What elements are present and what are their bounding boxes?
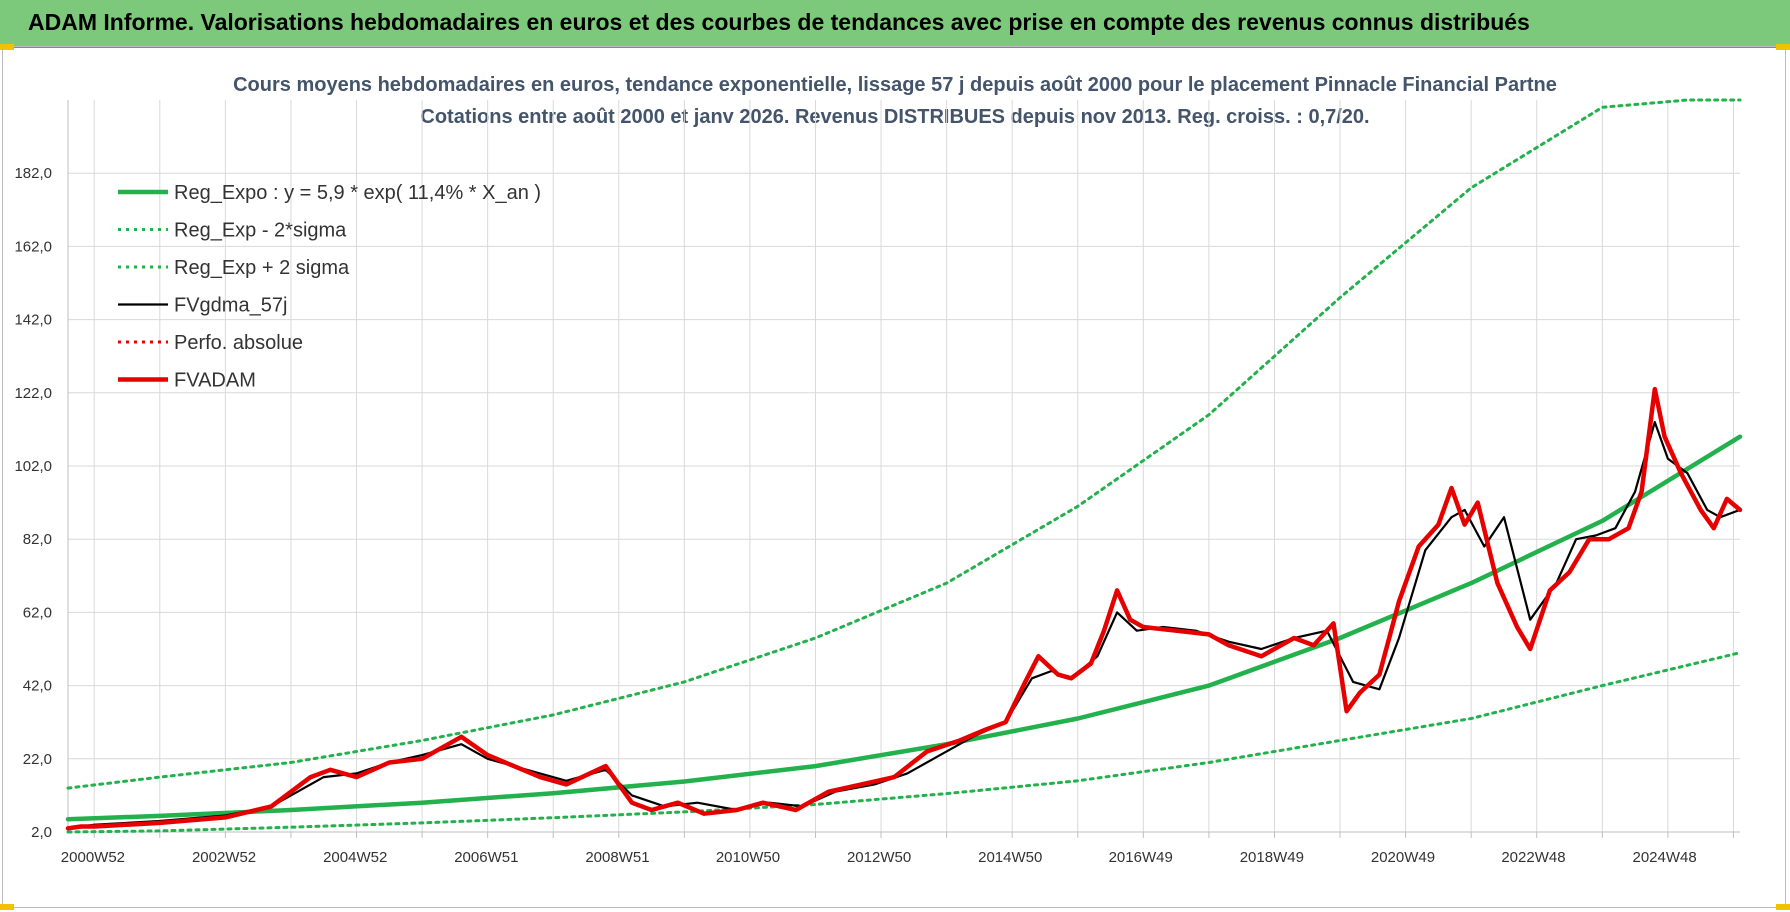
chart-title: Cours moyens hebdomadaires en euros, ten…: [233, 74, 1557, 96]
legend-label: FVgdma_57j: [174, 295, 287, 317]
series-line-1: [66, 651, 1742, 834]
frame-corner-marker: [1776, 904, 1790, 910]
y-tick-label: 102,0: [14, 458, 52, 475]
x-tick-label: 2018W49: [1240, 849, 1304, 866]
chart-subtitle: Cotations entre août 2000 et janv 2026. …: [420, 106, 1370, 128]
page-title: ADAM Informe. Valorisations hebdomadaire…: [28, 9, 1530, 35]
chart-axes: [67, 100, 1740, 838]
chart-grid: [68, 100, 1740, 833]
legend-label: FVADAM: [174, 370, 256, 392]
x-tick-label: 2022W48: [1501, 849, 1565, 866]
x-tick-label: 2012W50: [847, 849, 911, 866]
x-tick-label: 2008W51: [585, 849, 649, 866]
x-tick-label: 2004W52: [323, 849, 387, 866]
chart-frame: [2, 46, 1786, 908]
chart-legend: Reg_Expo : y = 5,9 * exp( 11,4% * X_an )…: [118, 182, 541, 392]
x-tick-label: 2010W50: [716, 849, 780, 866]
x-tick-label: 2024W48: [1632, 849, 1696, 866]
legend-label: Reg_Exp + 2 sigma: [174, 257, 350, 279]
legend-label: Reg_Exp - 2*sigma: [174, 220, 347, 242]
y-tick-label: 142,0: [14, 312, 52, 329]
series-line-2: [66, 98, 1742, 790]
x-tick-label: 2014W50: [978, 849, 1042, 866]
legend-label: Perfo. absolue: [174, 332, 303, 354]
x-tick-label: 2002W52: [192, 849, 256, 866]
y-tick-label: 22,0: [23, 751, 52, 768]
x-tick-label: 2006W51: [454, 849, 518, 866]
frame-corner-marker: [0, 44, 14, 50]
x-tick-label: 2016W49: [1109, 849, 1173, 866]
x-tick-label: 2000W52: [61, 849, 125, 866]
frame-corner-marker: [0, 904, 14, 910]
legend-label: Reg_Expo : y = 5,9 * exp( 11,4% * X_an ): [174, 182, 541, 204]
header-banner: ADAM Informe. Valorisations hebdomadaire…: [0, 0, 1790, 48]
y-tick-label: 2,0: [31, 824, 52, 841]
x-tick-label: 2020W49: [1371, 849, 1435, 866]
y-tick-label: 62,0: [23, 604, 52, 621]
frame-corner-marker: [1776, 44, 1790, 50]
y-tick-label: 122,0: [14, 385, 52, 402]
y-tick-label: 42,0: [23, 678, 52, 695]
series-lines: [65, 98, 1743, 834]
x-axis-tick-labels: 2000W52 2002W52 2004W52 2006W51 2008W51 2010W…: [61, 849, 1697, 866]
y-tick-label: 82,0: [23, 531, 52, 548]
series-line-0: [65, 434, 1743, 822]
series-line-5: [65, 386, 1743, 831]
y-axis-tick-labels: 2,0 22,0 42,0 62,0 82,0 102,0 122,0 142,0 162,0 1…: [14, 165, 52, 841]
y-tick-label: 162,0: [14, 238, 52, 255]
y-tick-label: 182,0: [14, 165, 52, 182]
